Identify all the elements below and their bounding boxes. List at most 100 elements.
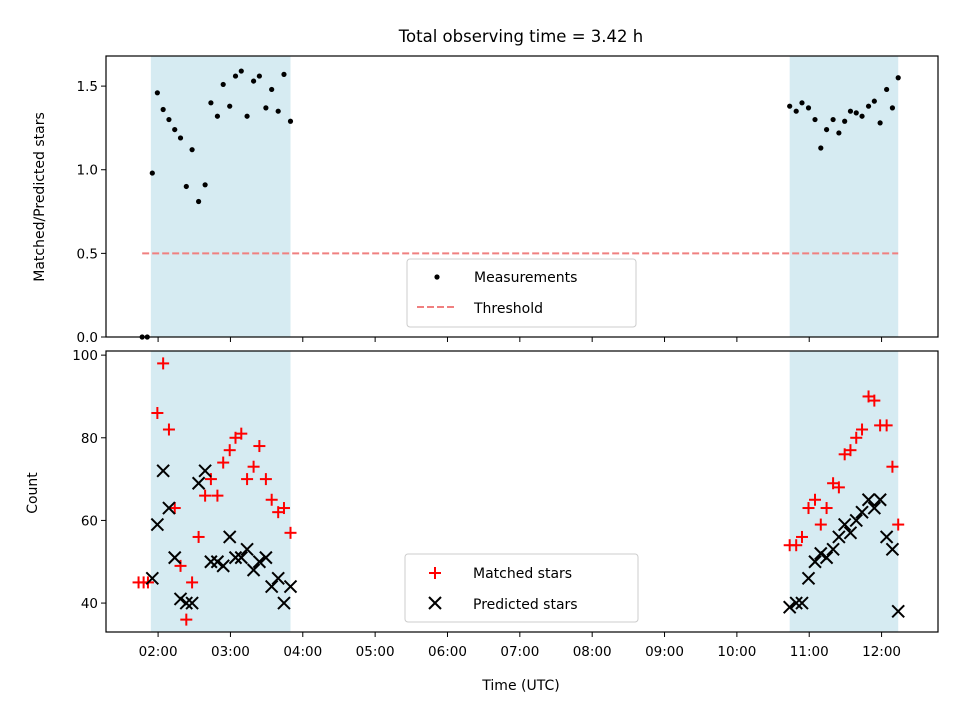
legend-matched-marker <box>429 567 441 579</box>
matched-star-marker <box>868 394 881 407</box>
measurement-point <box>895 75 901 81</box>
predicted-star-marker <box>204 555 218 569</box>
predicted-star-marker <box>223 530 237 544</box>
predicted-star-stroke <box>271 571 285 585</box>
x-tick-label: 06:00 <box>428 644 467 660</box>
matched-star-marker <box>217 456 230 469</box>
top-legend-box <box>406 258 637 328</box>
predicted-star-stroke <box>246 563 261 577</box>
predicted-star-stroke <box>145 571 160 585</box>
y-tick-label: 100 <box>72 348 98 364</box>
x-tick-label: 08:00 <box>573 644 612 660</box>
y-tick-label: 0.5 <box>77 246 98 262</box>
predicted-star-marker <box>855 505 869 519</box>
predicted-star-marker <box>891 604 905 619</box>
measurement-point <box>250 78 257 84</box>
predicted-star-stroke <box>814 546 828 561</box>
predicted-star-stroke <box>782 600 797 614</box>
measurement-point <box>196 198 202 205</box>
predicted-star-stroke <box>240 542 254 557</box>
predicted-star-marker <box>283 579 298 594</box>
y-tick-label: 1.0 <box>77 163 98 179</box>
predicted-star-marker <box>782 600 797 614</box>
predicted-star-stroke <box>867 501 882 515</box>
measurement-point <box>799 100 805 106</box>
x-axis-label: Time (UTC) <box>481 678 559 694</box>
x-tick-label: 09:00 <box>645 644 684 660</box>
matched-star-marker <box>284 526 297 539</box>
predicted-star-marker <box>789 596 803 610</box>
matched-star-marker <box>174 559 187 572</box>
predicted-star-stroke <box>223 530 237 544</box>
top-y-axis-label: Matched/Predicted stars <box>32 112 48 282</box>
matched-star-marker <box>844 444 857 457</box>
matched-star-marker <box>253 440 266 453</box>
predicted-star-stroke <box>891 604 905 619</box>
measurement-point <box>830 116 836 123</box>
matched-star-marker <box>832 481 845 494</box>
predicted-star-stroke <box>283 579 298 594</box>
predicted-star-marker <box>179 596 194 610</box>
measurement-point <box>823 126 830 133</box>
top-panel: 0.0 0.5 1.0 1.5 <box>77 55 939 346</box>
predicted-star-marker <box>837 517 852 532</box>
predicted-star-stroke <box>819 550 834 565</box>
predicted-star-stroke <box>843 526 858 540</box>
measurement-point <box>865 103 872 109</box>
matched-star-marker <box>180 613 193 626</box>
predicted-star-marker <box>198 464 212 478</box>
predicted-star-stroke <box>885 542 900 557</box>
measurement-point <box>836 130 842 136</box>
predicted-star-marker <box>849 513 863 528</box>
predicted-star-marker <box>843 526 858 540</box>
predicted-star-marker <box>264 579 279 594</box>
matched-star-marker <box>259 473 272 486</box>
measurement-point <box>256 73 262 79</box>
predicted-star-stroke <box>849 513 863 528</box>
predicted-star-stroke <box>855 505 869 519</box>
measurement-point <box>793 108 799 114</box>
predicted-star-stroke <box>264 579 279 594</box>
measurement-point <box>172 126 178 133</box>
measurement-point <box>177 135 184 141</box>
measurement-point <box>787 103 793 109</box>
predicted-star-stroke <box>162 501 176 515</box>
measurement-point <box>871 98 877 104</box>
predicted-star-marker <box>240 542 254 557</box>
bottom-axes-frame <box>105 350 939 633</box>
matched-star-marker <box>223 444 236 457</box>
predicted-star-marker <box>277 596 291 610</box>
predicted-star-marker <box>808 555 822 569</box>
predicted-star-marker <box>150 517 165 532</box>
observing-window-span <box>789 351 899 632</box>
predicted-star-stroke <box>801 571 816 585</box>
matched-star-marker <box>880 419 893 432</box>
predicted-star-marker <box>173 592 188 606</box>
predicted-star-stroke <box>173 592 188 606</box>
x-tick-label: 02:00 <box>139 644 178 660</box>
predicted-star-stroke <box>879 530 894 544</box>
predicted-star-marker <box>832 530 846 544</box>
y-tick-label: 60 <box>81 513 98 529</box>
y-tick-label: 0.0 <box>77 330 98 346</box>
predicted-star-stroke <box>168 550 182 565</box>
predicted-star-marker <box>210 555 225 569</box>
matched-star-marker <box>277 502 290 515</box>
matched-star-marker <box>814 518 827 531</box>
predicted-star-marker <box>861 493 876 507</box>
predicted-star-stroke <box>277 596 291 610</box>
top-legend: Measurements Threshold <box>406 258 637 328</box>
observing-window-span <box>789 56 899 337</box>
measurement-point <box>214 113 221 119</box>
predicted-star-marker <box>168 550 182 565</box>
predicted-star-stroke <box>156 464 170 478</box>
predicted-star-marker <box>826 542 840 557</box>
observing-window-span <box>150 351 291 632</box>
x-tick-label: 03:00 <box>211 644 250 660</box>
matched-star-marker <box>211 489 224 502</box>
matched-star-marker <box>247 460 260 473</box>
predicted-star-marker <box>246 563 261 577</box>
predicted-star-stroke <box>873 493 887 507</box>
measurement-point <box>805 105 812 111</box>
